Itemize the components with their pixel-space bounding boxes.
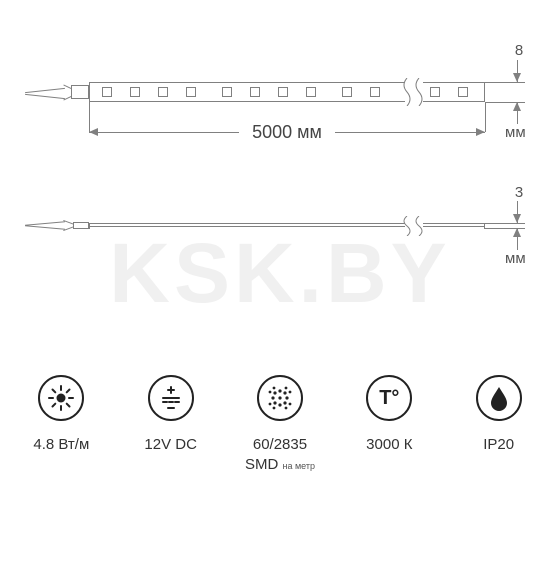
technical-diagram: 8 мм 5000 мм [25, 70, 535, 300]
dc-icon [148, 375, 194, 421]
arrowhead-icon [513, 73, 521, 82]
dim-ext-line [485, 223, 525, 224]
dim-length-unit: мм [297, 122, 322, 142]
spec-leds-sub: на метр [282, 461, 315, 471]
dim-length-value: 5000 [252, 122, 292, 142]
arrowhead-icon [513, 214, 521, 223]
led-chip [222, 87, 232, 97]
spec-cct: T° 3000 К [341, 375, 437, 455]
led-density-icon [257, 375, 303, 421]
lead-wire-side [25, 225, 65, 229]
led-chip [158, 87, 168, 97]
dim-length: 5000 мм [89, 132, 485, 162]
spec-cct-label: 3000 К [366, 435, 412, 455]
lead-wire [25, 88, 65, 93]
arrowhead-icon [513, 228, 521, 237]
led-chip [306, 87, 316, 97]
led-chip [458, 87, 468, 97]
spec-ip-label: IP20 [483, 435, 514, 455]
dim-width-value: 8 [507, 42, 531, 59]
dim-thickness-unit: мм [505, 250, 526, 267]
dim-ext-line [485, 82, 525, 83]
brightness-icon [38, 375, 84, 421]
spec-row: 4.8 Вт/м 12V DC [0, 375, 560, 474]
led-chip [278, 87, 288, 97]
dim-width-unit: мм [505, 124, 526, 141]
spec-power: 4.8 Вт/м [13, 375, 109, 455]
dim-length-text: 5000 мм [89, 122, 485, 143]
break-mark [415, 78, 423, 106]
led-strip-top-view [89, 82, 485, 102]
led-chip [186, 87, 196, 97]
break-mark [403, 216, 411, 236]
led-chip [102, 87, 112, 97]
dim-thickness-value: 3 [507, 184, 531, 201]
spec-power-label: 4.8 Вт/м [33, 435, 89, 455]
led-chip [342, 87, 352, 97]
spec-leds-line1: 60/2835 [253, 436, 307, 453]
break-mark [403, 78, 411, 106]
led-chip [130, 87, 140, 97]
connector-top [71, 85, 89, 99]
led-chip [250, 87, 260, 97]
led-strip-side-view [89, 223, 485, 227]
spec-leds-line2: SMD [245, 456, 278, 473]
spec-ip: IP20 [451, 375, 547, 455]
break-mark [415, 216, 423, 236]
spec-voltage: 12V DC [123, 375, 219, 455]
spec-voltage-label: 12V DC [144, 435, 197, 455]
spec-leds: 60/2835 SMD на метр [232, 375, 328, 474]
lead-wire [25, 94, 65, 99]
led-chip [430, 87, 440, 97]
temperature-icon: T° [366, 375, 412, 421]
spec-leds-label: 60/2835 SMD на метр [245, 435, 315, 474]
dim-ext-line [485, 102, 486, 132]
led-chip [370, 87, 380, 97]
arrowhead-icon [513, 102, 521, 111]
connector-side [73, 222, 89, 229]
drop-icon [476, 375, 522, 421]
